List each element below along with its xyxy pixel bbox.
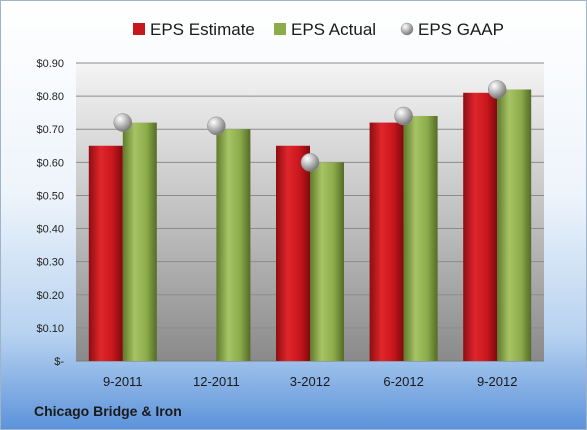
bar-eps-estimate (276, 145, 310, 361)
x-tick-label: 3-2012 (290, 374, 330, 389)
point-eps-gaap (207, 116, 226, 136)
y-tick-label: $0.80 (36, 91, 64, 103)
legend-label-eps-actual: EPS Actual (291, 20, 376, 39)
bar-eps-actual (122, 122, 157, 361)
x-tick-label: 9-2011 (103, 374, 143, 389)
y-tick-label: $0.20 (36, 290, 64, 302)
y-tick-label: $0.70 (36, 124, 64, 136)
bar-eps-actual (497, 89, 532, 361)
point-eps-gaap (394, 106, 413, 126)
y-tick-label: $0.40 (36, 224, 64, 236)
x-tick-label: 9-2012 (477, 374, 517, 389)
y-tick-label: $- (54, 356, 64, 368)
legend-marker-eps-actual (274, 23, 286, 35)
x-tick-label: 12-2011 (193, 374, 240, 389)
legend-marker-eps-gaap (400, 22, 414, 36)
plot-area: $- $0.10 $0.20 $0.30 $0.40 $0.50 $0.60 $0.70 $0.… (36, 58, 544, 389)
bar-eps-estimate (463, 92, 498, 362)
legend: EPS Estimate EPS Actual EPS GAAP (133, 20, 504, 39)
y-tick-label: $0.90 (36, 58, 64, 70)
y-tick-label: $0.10 (36, 323, 64, 335)
point-eps-gaap (487, 80, 507, 99)
point-eps-gaap (113, 113, 133, 132)
company-name: Chicago Bridge & Iron (34, 403, 182, 419)
x-tick-label: 6-2012 (383, 374, 423, 389)
point-eps-gaap (300, 153, 320, 172)
y-tick-label: $0.60 (36, 157, 64, 169)
y-tick-label: $0.30 (36, 257, 64, 269)
bar-eps-actual (403, 115, 438, 361)
legend-label-eps-gaap: EPS GAAP (418, 20, 504, 39)
y-tick-label: $0.50 (36, 190, 64, 202)
legend-marker-eps-estimate (133, 23, 145, 35)
bar-eps-estimate (369, 122, 404, 361)
bar-eps-actual (216, 129, 251, 361)
bar-eps-estimate (88, 145, 123, 361)
bar-eps-actual (310, 162, 344, 361)
legend-label-eps-estimate: EPS Estimate (150, 20, 255, 39)
